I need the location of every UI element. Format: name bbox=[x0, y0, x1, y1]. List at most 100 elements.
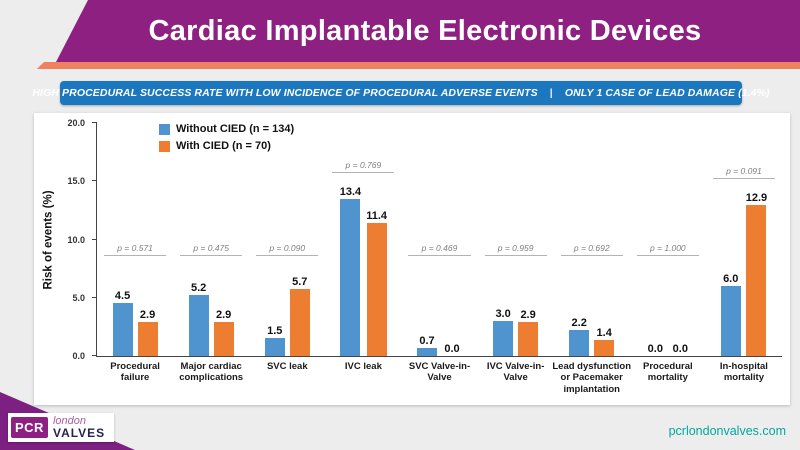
bar-pair: 4.5 2.9 bbox=[97, 123, 173, 356]
p-value: p = 0.091 bbox=[712, 166, 775, 180]
bar-column: 11.4 bbox=[366, 210, 387, 356]
bar-column: 1.5 bbox=[264, 325, 285, 356]
bar-column: 2.9 bbox=[137, 309, 158, 356]
p-value: p = 0.475 bbox=[180, 243, 243, 256]
bar-group: 0.7 0.0 p = 0.469 SVC Valve-in-Valve bbox=[401, 123, 477, 383]
value-label: 1.4 bbox=[596, 326, 612, 339]
y-axis-title: Risk of events (%) bbox=[42, 189, 55, 290]
legend-item-without-cied: Without CIED (n = 134) bbox=[159, 123, 294, 135]
bar-column: 6.0 bbox=[720, 273, 741, 356]
bar-pair: 13.4 11.4 bbox=[325, 123, 401, 356]
bar-column: 4.5 bbox=[112, 290, 133, 356]
x-axis-label: SVC Valve-in-Valve bbox=[408, 361, 471, 384]
bar-group: 5.2 2.9 p = 0.475 Major cardiac complicatio… bbox=[173, 123, 249, 383]
p-value: p = 0.692 bbox=[560, 243, 623, 256]
y-tick-label: 20.0 bbox=[67, 118, 85, 128]
value-label: 2.9 bbox=[520, 309, 536, 322]
value-label: 0.0 bbox=[444, 343, 460, 355]
y-tick-mark bbox=[92, 238, 97, 240]
value-label: 0.0 bbox=[647, 343, 663, 355]
bar-column: 1.4 bbox=[594, 326, 615, 356]
website-link[interactable]: pcrlondonvalves.com bbox=[668, 424, 786, 438]
legend-label-with-cied: With CIED (n = 70) bbox=[176, 140, 271, 152]
value-label: 4.5 bbox=[114, 290, 131, 303]
bar-groups: 4.5 2.9 p = 0.571 Procedural failure 5.2 2.9 p… bbox=[97, 123, 782, 395]
value-label: 2.2 bbox=[571, 317, 587, 330]
bar bbox=[213, 322, 234, 356]
bar bbox=[594, 339, 615, 356]
bar bbox=[340, 199, 361, 356]
bar-column: 0.0 bbox=[670, 343, 690, 356]
bar-column: 0.7 bbox=[416, 334, 437, 356]
x-axis-label: Major cardiac complications bbox=[179, 361, 244, 384]
pcr-london-valves-logo: PCR london VALVES bbox=[8, 413, 115, 442]
bar bbox=[188, 295, 209, 356]
p-value: p = 1.000 bbox=[636, 243, 699, 256]
y-tick-label: 0.0 bbox=[72, 351, 85, 361]
p-value: p = 0.769 bbox=[332, 160, 395, 174]
bar bbox=[720, 285, 741, 356]
x-axis-label: SVC leak bbox=[266, 361, 308, 372]
plot-area: Risk of events (%) 0.0 5.0 10.0 15.0 20.0 4.… bbox=[43, 118, 782, 395]
bar-pair: 0.7 0.0 bbox=[401, 123, 477, 356]
bar bbox=[289, 289, 310, 356]
bar-group: 1.5 5.7 p = 0.090 SVC leak bbox=[249, 123, 325, 372]
y-tick-mark bbox=[92, 122, 97, 123]
pcr-logo-mark: PCR bbox=[11, 417, 48, 438]
bar-column: 5.2 bbox=[188, 282, 209, 356]
value-label: 12.9 bbox=[745, 192, 768, 205]
legend: Without CIED (n = 134) With CIED (n = 70… bbox=[159, 123, 294, 152]
p-value: p = 0.469 bbox=[408, 243, 471, 256]
bar-column: 12.9 bbox=[746, 192, 767, 356]
bar-chart: Risk of events (%) 0.0 5.0 10.0 15.0 20.0 4.… bbox=[34, 113, 790, 405]
bar bbox=[137, 322, 158, 356]
bar bbox=[569, 330, 590, 356]
logo-valves-text: VALVES bbox=[52, 426, 106, 440]
y-tick-mark bbox=[92, 180, 97, 182]
bar bbox=[112, 303, 133, 356]
header: Cardiac Implantable Electronic Devices bbox=[56, 0, 800, 62]
bar bbox=[264, 338, 285, 356]
y-tick-mark bbox=[92, 355, 97, 356]
bar-column: 0.0 bbox=[645, 343, 665, 356]
banner-separator: | bbox=[549, 87, 553, 99]
p-value: p = 0.571 bbox=[104, 243, 167, 256]
bar-column: 5.7 bbox=[289, 276, 310, 356]
bar-pair: 2.2 1.4 bbox=[554, 123, 630, 356]
bar-group: 6.0 12.9 p = 0.091 In-hospital mortality bbox=[706, 123, 782, 383]
page-title: Cardiac Implantable Electronic Devices bbox=[148, 14, 702, 47]
value-label: 2.9 bbox=[216, 309, 232, 322]
value-label: 0.0 bbox=[672, 343, 688, 355]
value-label: 3.0 bbox=[495, 307, 511, 320]
x-axis-label: IVC leak bbox=[344, 361, 382, 372]
x-axis-label: Lead dysfunction or Pacemaker implantati… bbox=[552, 361, 632, 395]
x-axis-label: Procedural failure bbox=[110, 361, 160, 384]
y-tick-mark bbox=[92, 296, 97, 298]
y-tick-label: 10.0 bbox=[67, 234, 85, 245]
logo-london-text: london bbox=[52, 415, 86, 427]
header-accent-bar bbox=[36, 62, 800, 69]
y-tick-label: 5.0 bbox=[72, 292, 85, 303]
bar-pair: 6.0 12.9 bbox=[706, 123, 782, 356]
banner-text-right: ONLY 1 CASE OF LEAD DAMAGE (1.4%) bbox=[564, 87, 770, 99]
bar bbox=[366, 222, 387, 356]
value-label: 0.7 bbox=[419, 334, 435, 347]
x-axis-label: In-hospital mortality bbox=[719, 361, 768, 384]
bar-column: 13.4 bbox=[340, 186, 361, 356]
y-tick-label: 15.0 bbox=[67, 176, 85, 187]
legend-swatch-blue bbox=[159, 123, 170, 135]
legend-swatch-orange bbox=[159, 140, 170, 152]
bar-column: 2.9 bbox=[518, 309, 539, 356]
value-label: 13.4 bbox=[339, 186, 362, 199]
bar-column: 2.2 bbox=[569, 317, 590, 356]
bar-group: 0.0 0.0 p = 1.000 Procedural mortality bbox=[630, 123, 706, 383]
legend-label-without-cied: Without CIED (n = 134) bbox=[176, 123, 295, 135]
x-axis-label: IVC Valve-in-Valve bbox=[486, 361, 545, 384]
key-message-banner: HIGH PROCEDURAL SUCCESS RATE WITH LOW IN… bbox=[32, 81, 770, 105]
bar-column: 2.9 bbox=[213, 309, 234, 356]
bar bbox=[416, 347, 437, 356]
bar-group: 4.5 2.9 p = 0.571 Procedural failure bbox=[97, 123, 173, 383]
bar bbox=[746, 205, 767, 356]
bar-column: 0.0 bbox=[442, 343, 462, 356]
